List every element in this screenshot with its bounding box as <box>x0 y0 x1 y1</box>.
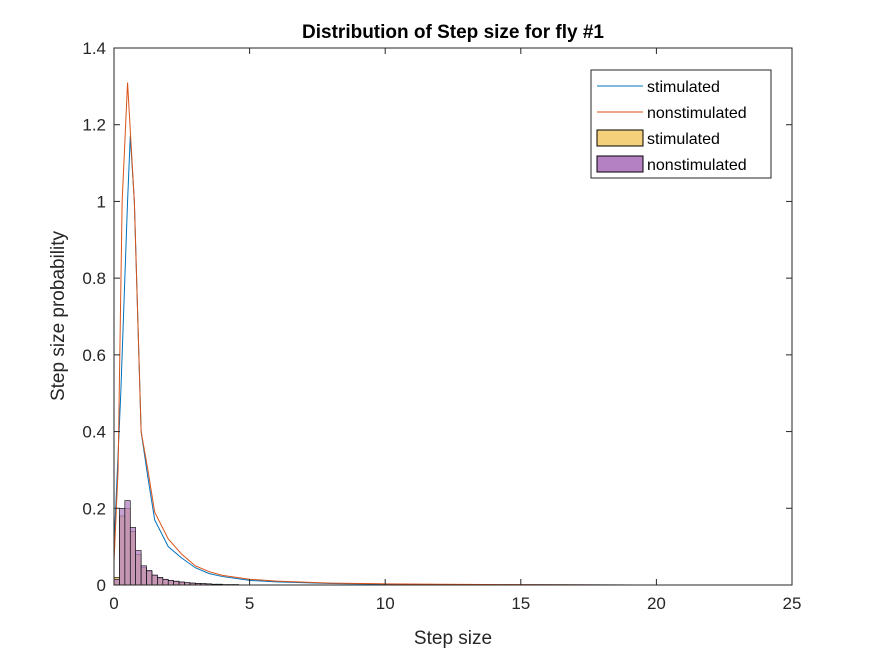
y-tick-label: 1.4 <box>82 39 106 58</box>
x-tick-label: 5 <box>245 594 254 613</box>
x-tick-label: 0 <box>109 594 118 613</box>
y-tick-label: 0 <box>97 576 106 595</box>
legend-swatch-nonstimulated-hist <box>596 155 644 173</box>
hist-bar <box>162 578 169 586</box>
hist-bar <box>113 578 120 586</box>
hist-bar <box>119 507 126 586</box>
hist-bar <box>157 577 164 586</box>
x-tick-label: 25 <box>783 594 802 613</box>
legend-label-stimulated-hist: stimulated <box>647 131 720 148</box>
y-axis-ticks: 0 0.2 0.4 0.6 0.8 1 1.2 1.4 <box>82 39 792 595</box>
hist-bar <box>167 580 174 586</box>
x-tick-label: 15 <box>511 594 530 613</box>
x-tick-label: 20 <box>647 594 666 613</box>
x-tick-label: 10 <box>376 594 395 613</box>
legend: stimulated nonstimulated stimulated nons… <box>590 69 772 179</box>
y-tick-label: 0.6 <box>82 346 106 365</box>
y-tick-label: 1 <box>97 192 106 211</box>
hist-bar <box>140 565 147 586</box>
hist-bar <box>124 500 131 586</box>
legend-label-nonstimulated-hist: nonstimulated <box>647 157 747 174</box>
x-axis-label: Step size <box>414 628 492 649</box>
hist-bar <box>129 527 136 586</box>
legend-label-nonstimulated-line: nonstimulated <box>647 105 747 122</box>
y-tick-label: 0.4 <box>82 423 106 442</box>
y-tick-label: 1.2 <box>82 116 106 135</box>
hist-bar <box>173 580 180 586</box>
chart-title: Distribution of Step size for fly #1 <box>302 22 604 43</box>
axes-box <box>113 47 793 586</box>
legend-swatch-stimulated-hist <box>596 129 644 147</box>
legend-label-stimulated-line: stimulated <box>647 79 720 96</box>
y-axis-label: Step size probability <box>48 230 69 401</box>
hist-bar <box>151 574 158 586</box>
hist-bar <box>146 570 153 586</box>
hist-bar <box>135 550 142 586</box>
series-line-nonstimulated <box>113 82 792 586</box>
y-tick-label: 0.8 <box>82 269 106 288</box>
x-axis-ticks: 0 5 10 15 20 25 <box>109 48 801 613</box>
y-tick-label: 0.2 <box>82 499 106 518</box>
